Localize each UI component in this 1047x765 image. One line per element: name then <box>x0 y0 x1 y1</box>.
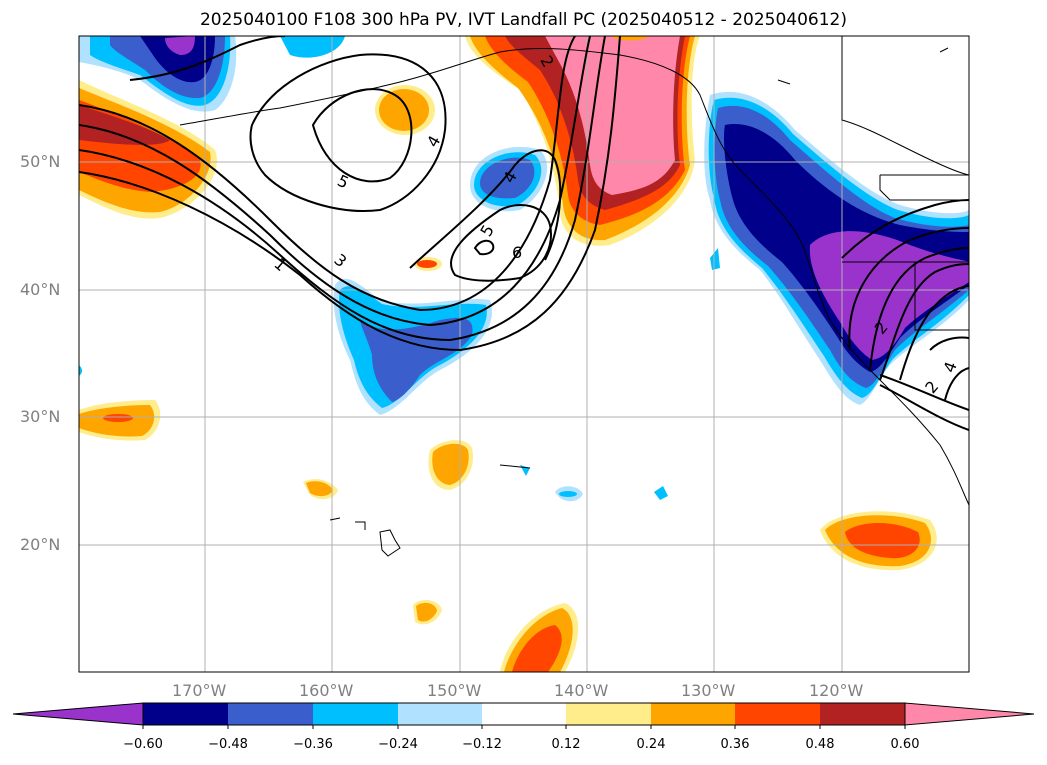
lon-label-140w: 140°W <box>554 681 609 700</box>
colorbar-extend-high <box>904 702 1035 726</box>
colorbar-swatch <box>566 703 651 725</box>
contour-1 <box>79 36 576 312</box>
colorbar-tick-label: −0.12 <box>462 737 502 752</box>
contour-5-low-inner <box>473 239 495 256</box>
contour-trough-7 <box>879 374 969 411</box>
contour-trough-4 <box>879 263 969 381</box>
lon-label-150w: 150°W <box>427 681 482 700</box>
colorbar-tick-label: 0.12 <box>551 737 581 752</box>
gridlines <box>79 36 969 672</box>
contour-4-high <box>249 53 447 212</box>
lon-label-170w: 170°W <box>172 681 227 700</box>
colorbar-swatch <box>820 703 905 725</box>
map-title: 2025040100 F108 300 hPa PV, IVT Landfall… <box>199 10 847 30</box>
colorbar-swatch <box>482 703 566 725</box>
map-frame <box>78 35 970 673</box>
contour-trough-3 <box>869 247 969 371</box>
contour-4 <box>79 36 621 352</box>
colorbar-tick-label: −0.48 <box>208 737 248 752</box>
colorbar-tick-label: 0.48 <box>805 737 835 752</box>
lon-label-160w: 160°W <box>299 681 354 700</box>
contour-trough-8 <box>929 336 969 351</box>
colorbar-tick-label: 0.36 <box>720 737 750 752</box>
contour-trough-5 <box>899 285 969 381</box>
colorbar-tick-label: −0.36 <box>293 737 333 752</box>
colorbar-swatch <box>651 703 735 725</box>
lat-label-50n: 50°N <box>20 152 61 171</box>
lon-label-130w: 130°W <box>681 681 736 700</box>
colorbar-swatch <box>313 703 398 725</box>
lat-label-20n: 20°N <box>20 535 61 554</box>
contour-3 <box>79 36 606 342</box>
colorbar-swatch <box>398 703 482 725</box>
contour-3-outer <box>129 36 286 81</box>
colorbar-swatch <box>228 703 313 725</box>
pv-contours <box>79 36 969 431</box>
colorbar-swatch <box>735 703 820 725</box>
contour-4-ridge <box>409 149 562 269</box>
contour-5-high <box>311 88 413 183</box>
colorbar-tick-label: −0.60 <box>123 737 163 752</box>
contour-2 <box>79 36 591 327</box>
colorbar <box>12 702 1035 729</box>
lat-label-40n: 40°N <box>20 280 61 299</box>
contour-label: 6 <box>512 243 522 262</box>
contour-trough-9 <box>944 367 969 401</box>
colorbar-swatch <box>143 703 228 725</box>
contour-trough-1 <box>841 199 969 259</box>
contour-trough-2 <box>848 227 969 351</box>
lat-label-30n: 30°N <box>20 407 61 426</box>
colorbar-extend-low <box>12 702 144 726</box>
colorbar-tick-label: 0.60 <box>890 737 920 752</box>
colorbar-tick-label: 0.24 <box>636 737 666 752</box>
contour-trough-6 <box>879 384 969 431</box>
lon-label-120w: 120°W <box>809 681 864 700</box>
contour-5-low <box>450 204 552 282</box>
colorbar-tick-label: −0.24 <box>378 737 418 752</box>
